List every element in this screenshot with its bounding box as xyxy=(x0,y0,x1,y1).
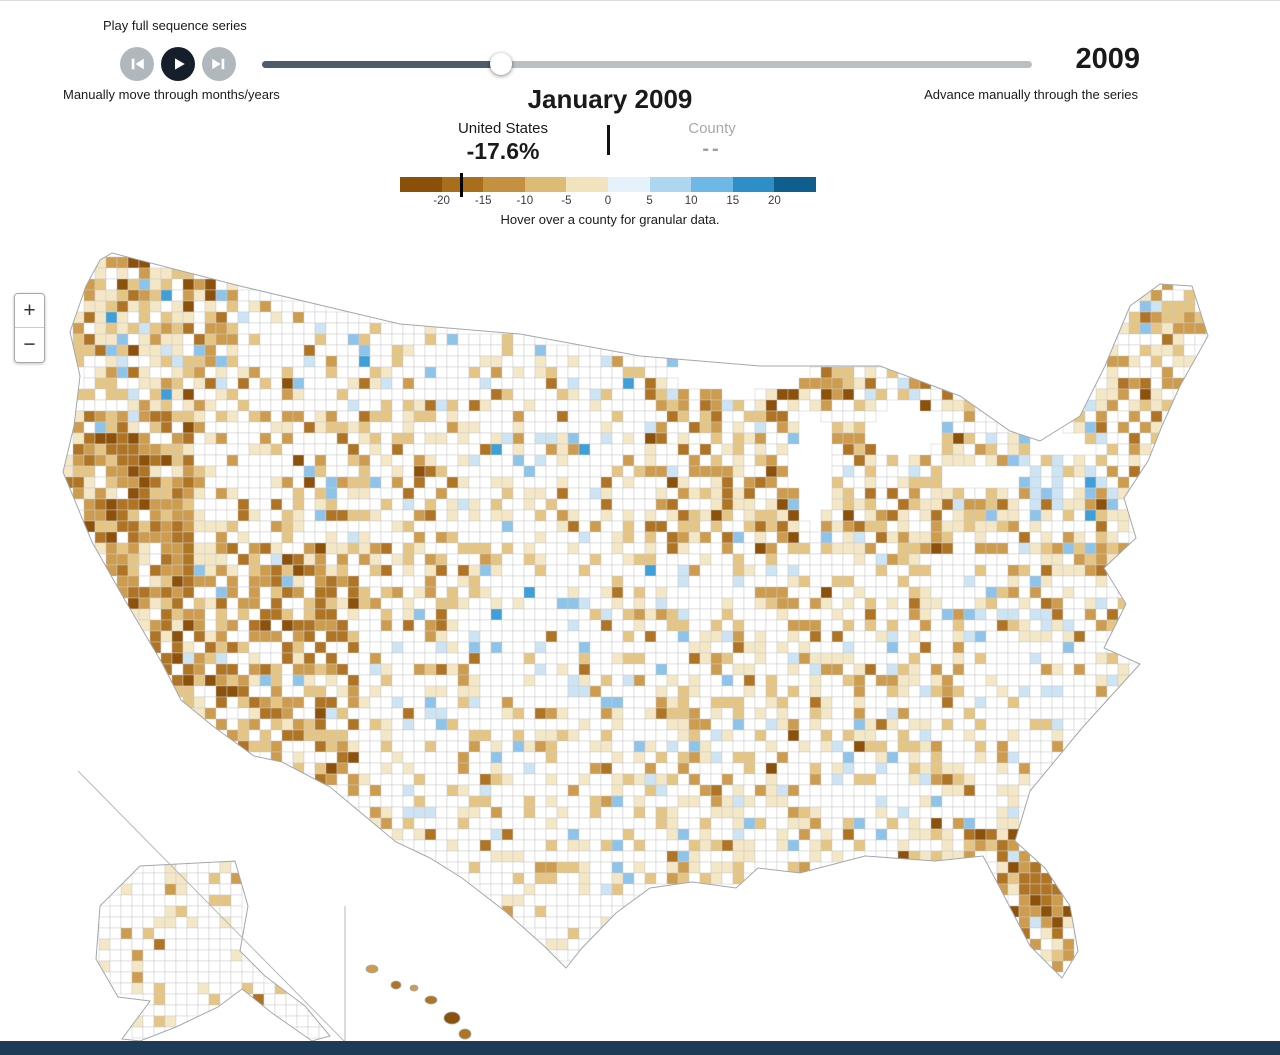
legend-bar xyxy=(400,177,816,192)
hawaii-island xyxy=(409,984,419,992)
advance-label: Advance manually through the series xyxy=(924,87,1138,102)
national-stat-label: United States xyxy=(457,120,549,137)
month-title: January 2009 xyxy=(527,84,693,114)
timeline-slider-fill xyxy=(262,61,501,68)
legend-ticks: -20 -15 -10 -5 0 5 10 15 20 xyxy=(400,195,816,210)
legend-tick-label: 20 xyxy=(767,195,781,207)
legend-tick-label: -10 xyxy=(516,195,534,207)
bottom-bar xyxy=(0,1041,1280,1055)
hawaii-island xyxy=(390,980,402,990)
manual-move-label: Manually move through months/years xyxy=(63,87,280,102)
us-choropleth-map[interactable] xyxy=(0,246,1280,1042)
legend-tick-label: -5 xyxy=(561,195,572,207)
legend-value-marker xyxy=(460,173,464,197)
legend-tick-label: 15 xyxy=(726,195,740,207)
inset-separator xyxy=(77,770,346,1042)
national-stat-value: -17.6% xyxy=(466,138,540,164)
hover-hint: Hover over a county for granular data. xyxy=(500,212,720,227)
legend-segment xyxy=(607,177,650,192)
timeline-slider-handle[interactable] xyxy=(489,53,512,75)
timeline-slider[interactable] xyxy=(262,53,1032,75)
mainland-outline xyxy=(62,252,1209,979)
legend-segment xyxy=(774,177,816,192)
legend-segment xyxy=(483,177,525,192)
step-back-button[interactable] xyxy=(120,47,154,81)
zoom-out-button[interactable]: − xyxy=(15,328,44,362)
timeline-slider-track[interactable] xyxy=(262,61,1032,68)
playback-buttons xyxy=(120,47,236,81)
national-stat: United States -17.6% xyxy=(420,120,586,165)
legend-tick-label: -15 xyxy=(474,195,492,207)
year-display: 2009 xyxy=(1075,43,1140,75)
legend-segment xyxy=(566,177,608,192)
legend-segment xyxy=(524,177,567,192)
skip-back-icon xyxy=(128,55,146,73)
legend-tick-label: 0 xyxy=(604,195,612,207)
step-forward-button[interactable] xyxy=(202,47,236,81)
legend-segment xyxy=(691,177,733,192)
hawaii-island xyxy=(365,964,379,974)
legend-segment xyxy=(649,177,692,192)
zoom-control: + − xyxy=(14,293,45,363)
mainland-counties xyxy=(63,256,1207,973)
alaska-counties xyxy=(98,861,330,1039)
alaska-outline xyxy=(95,860,331,1042)
legend-tick-label: 10 xyxy=(684,195,698,207)
legend-tick-label: -20 xyxy=(433,195,450,207)
legend-segment xyxy=(732,177,775,192)
color-legend: -20 -15 -10 -5 0 5 10 15 20 xyxy=(400,173,816,210)
stat-divider xyxy=(607,125,610,155)
zoom-in-button[interactable]: + xyxy=(15,294,44,328)
skip-forward-icon xyxy=(210,55,228,73)
legend-tick-label: 5 xyxy=(646,195,653,207)
hawaii-island xyxy=(458,1028,472,1040)
county-stat-label: County xyxy=(688,120,736,137)
play-sequence-label: Play full sequence series xyxy=(103,18,247,33)
county-stat-value: -- xyxy=(702,138,722,160)
play-icon xyxy=(169,55,187,73)
play-button[interactable] xyxy=(161,47,195,81)
hawaii-island xyxy=(443,1011,461,1025)
hawaii-island xyxy=(424,995,438,1005)
legend-segment xyxy=(400,177,442,192)
county-stat: County -- xyxy=(629,120,795,161)
